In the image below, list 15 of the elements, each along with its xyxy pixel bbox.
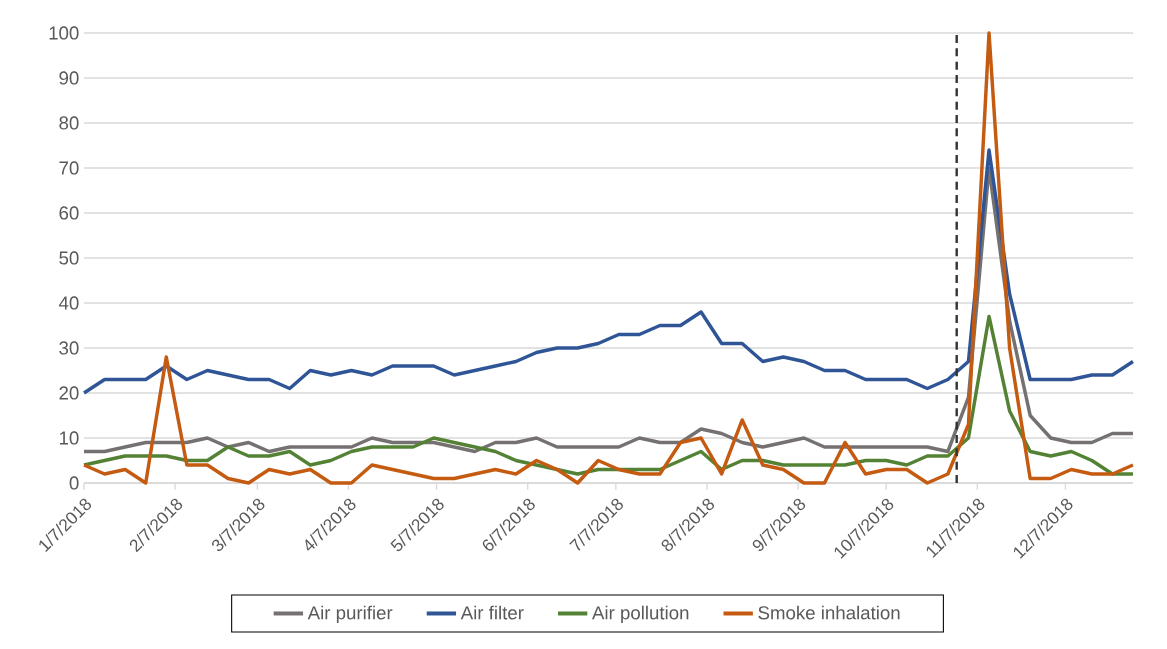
legend-label: Air filter: [460, 605, 524, 620]
legend-label: Smoke inhalation: [758, 605, 900, 620]
y-tick-label: 0: [69, 476, 79, 490]
y-tick-label: 30: [59, 341, 79, 355]
y-tick-label: 40: [58, 296, 79, 310]
y-tick-label: 20: [59, 386, 79, 400]
y-tick-label: 60: [59, 206, 79, 220]
y-tick-label: 10: [59, 431, 79, 445]
legend-label: Air purifier: [307, 605, 393, 624]
y-tick-label: 80: [59, 116, 79, 130]
legend-label: Air pollution: [592, 605, 689, 624]
y-tick-label: 90: [59, 71, 79, 85]
y-tick-label: 50: [59, 251, 79, 265]
y-tick-label: 100: [49, 26, 79, 40]
y-tick-label: 70: [59, 161, 79, 175]
